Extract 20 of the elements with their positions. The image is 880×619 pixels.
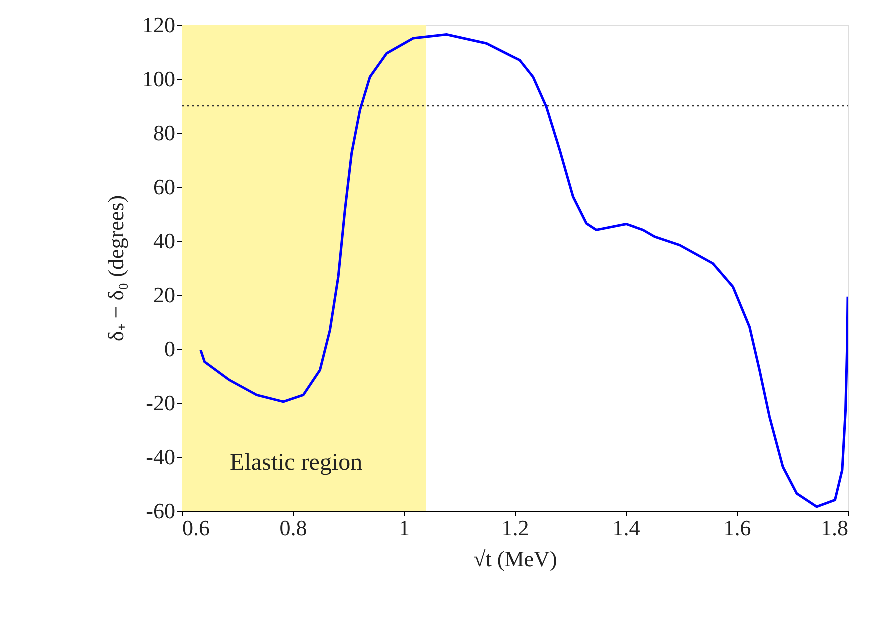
x-tick-label: 1.8 xyxy=(821,516,848,540)
x-tick-label: 0.8 xyxy=(280,516,308,540)
band-label: Elastic region xyxy=(230,450,363,476)
x-tick-label: 0.6 xyxy=(182,516,210,540)
y-tick-label: 60 xyxy=(154,174,176,200)
y-tick-label: 40 xyxy=(154,228,176,254)
x-tick-label: 1.6 xyxy=(724,516,752,540)
y-tick-label: -20 xyxy=(146,390,176,416)
y-tick-label: 120 xyxy=(142,12,176,38)
y-tick-label: 80 xyxy=(154,120,176,146)
y-tick-label: 0 xyxy=(164,336,176,362)
y-tick-label: 100 xyxy=(142,66,176,92)
y-axis-title: δ₊ − δ₀ (degrees) xyxy=(104,195,128,342)
x-axis-title: √t (MeV) xyxy=(474,546,558,572)
y-tick-label: -60 xyxy=(146,498,176,524)
y-tick-label: -40 xyxy=(146,444,176,470)
x-tick-label: 1.4 xyxy=(612,516,640,540)
y-tick-label: 20 xyxy=(154,282,176,308)
x-tick-label: 1 xyxy=(399,516,410,540)
x-tick-label: 1.2 xyxy=(502,516,530,540)
